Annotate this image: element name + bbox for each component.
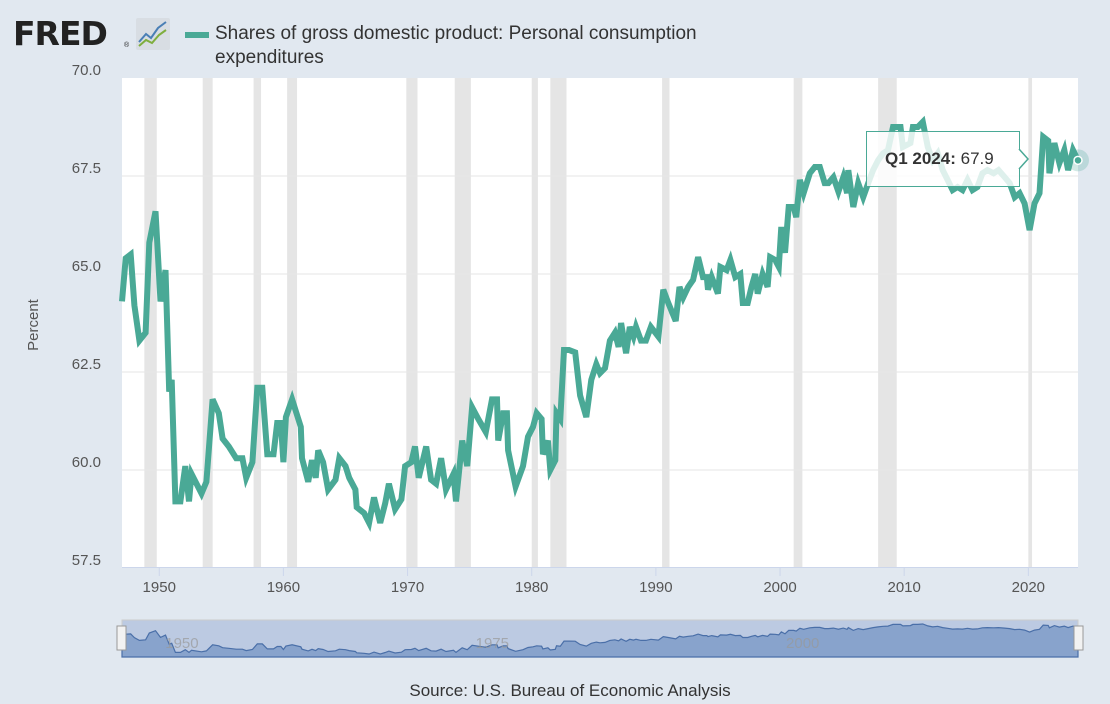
navigator-label: 1950 <box>165 635 198 652</box>
navigator-left-handle[interactable] <box>116 625 127 651</box>
legend-label[interactable]: Shares of gross domestic product: Person… <box>215 23 697 68</box>
recession-band <box>253 78 262 568</box>
fred-logo[interactable]: FRED <box>13 14 108 53</box>
tooltip-value: 67.9 <box>960 149 994 168</box>
recession-band <box>878 78 897 568</box>
recession-band <box>1028 78 1033 568</box>
recession-band <box>202 78 213 568</box>
recession-band <box>406 78 418 568</box>
recession-band <box>662 78 670 568</box>
y-tick-label: 65.0 <box>72 258 101 275</box>
x-tick-label: 1950 <box>143 579 176 596</box>
y-tick-label: 70.0 <box>72 62 101 79</box>
y-axis-label: Percent <box>25 298 42 351</box>
legend-swatch <box>185 32 209 38</box>
navigator-right-handle[interactable] <box>1073 625 1084 651</box>
x-tick-label: 2010 <box>887 579 920 596</box>
line-chart-icon <box>136 18 170 50</box>
recession-band <box>793 78 803 568</box>
navigator-label: 2000 <box>786 635 819 652</box>
hover-point[interactable] <box>1073 155 1083 166</box>
series-line[interactable] <box>119 115 1081 533</box>
navigator[interactable]: 1950 1975 2000 <box>116 619 1084 658</box>
recession-band <box>531 78 538 568</box>
registered-mark: ® <box>124 42 130 49</box>
navigator-series <box>121 623 1079 658</box>
y-tick-label: 67.5 <box>72 160 101 177</box>
y-tick-label: 57.5 <box>72 552 101 569</box>
source-note: Source: U.S. Bureau of Economic Analysis <box>409 681 731 700</box>
recession-band <box>144 78 157 568</box>
x-tick-label: 1980 <box>515 579 548 596</box>
x-tick-label: 1970 <box>391 579 424 596</box>
x-tick-label: 1990 <box>639 579 672 596</box>
y-tick-label: 62.5 <box>72 356 101 373</box>
tooltip-arrow <box>1018 148 1030 170</box>
y-tick-label: 60.0 <box>72 454 101 471</box>
tooltip-period: Q1 2024: <box>885 149 956 168</box>
x-tick-label: 2000 <box>763 579 796 596</box>
tooltip: Q1 2024: 67.9 <box>866 131 1030 187</box>
x-tick-label: 2020 <box>1012 579 1045 596</box>
x-tick-label: 1960 <box>267 579 300 596</box>
recession-band <box>550 78 567 568</box>
recession-band <box>287 78 298 568</box>
navigator-label: 1975 <box>476 635 509 652</box>
